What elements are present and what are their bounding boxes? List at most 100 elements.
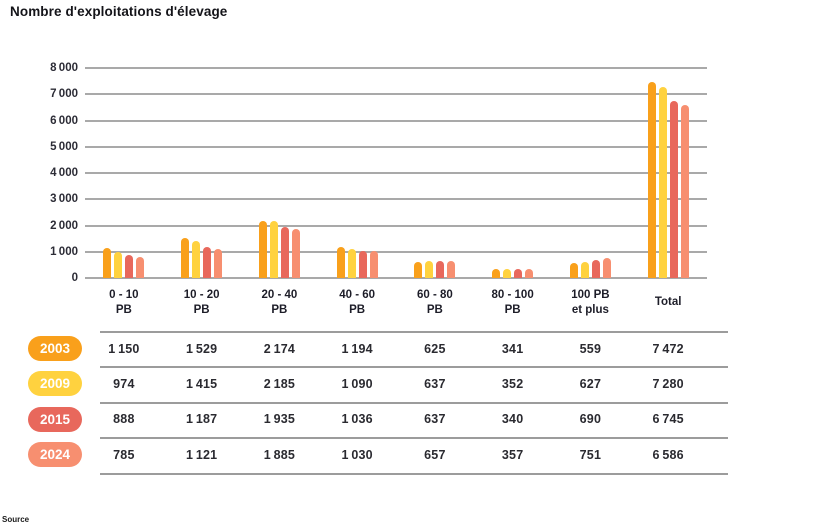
cell-2003-col4: 625	[424, 341, 446, 356]
table-cells-2003: 1 150 1 529 2 174 1 194 625 341 559 7 472	[85, 331, 707, 366]
bar-2009-group0	[114, 252, 123, 278]
gridline-5000	[85, 145, 707, 148]
table-row-2009: 2009 974 1 415 2 185 1 090 637 352 627 7 280	[0, 366, 836, 401]
bar-2015-group1	[203, 246, 212, 278]
row-separator	[100, 366, 728, 369]
row-separator	[100, 331, 728, 333]
cell-2024-col4: 657	[424, 447, 446, 462]
bar-2009-group5	[503, 268, 512, 278]
cell-2015-col7: 6 745	[652, 412, 684, 427]
cell-2003-col6: 559	[579, 341, 602, 356]
cell-2009-col0: 974	[113, 376, 135, 391]
x-category-label-7: Total	[654, 296, 682, 308]
table-row-2015: 2015 888 1 187 1 935 1 036 637 340 690 6 745	[0, 402, 836, 437]
bar-2009-group4	[425, 261, 434, 278]
gridline-7000	[85, 93, 707, 96]
table-row-2003: 2003 1 150 1 529 2 174 1 194 625 341 559 7 472	[0, 331, 836, 366]
bar-2009-group2	[269, 220, 278, 278]
y-tick-label-0: 0	[71, 272, 78, 284]
bar-group-0	[85, 68, 163, 278]
y-tick-label-2000: 2 000	[50, 219, 78, 232]
bar-2015-group0	[125, 254, 134, 278]
x-category-label-0: 0 - 10 PB	[109, 289, 139, 316]
cell-2015-col1: 1 187	[185, 412, 218, 427]
bar-group-2	[241, 68, 319, 278]
gridline-4000	[85, 172, 707, 174]
cell-2024-col7: 6 586	[652, 447, 684, 462]
bar-2015-group7	[669, 100, 678, 278]
bar-2024-group6	[602, 258, 611, 278]
x-category-label-6: 100 PB et plus	[571, 289, 610, 316]
bar-2003-group0	[103, 247, 112, 278]
bar-2009-group3	[347, 249, 356, 278]
gridline-6000	[85, 119, 707, 122]
gridline-0	[85, 277, 707, 279]
cell-2024-col1: 1 121	[185, 447, 218, 462]
bar-2009-group7	[658, 86, 667, 278]
cell-2003-col5: 341	[501, 341, 524, 356]
gridline-1000	[85, 250, 707, 253]
bar-2024-group1	[214, 248, 223, 278]
bar-2003-group4	[414, 261, 423, 278]
gridline-3000	[85, 198, 707, 201]
bar-chart: 0 1 000 2 000 3 000 4 000 5 000 6 000 7 000 8 00…	[50, 62, 707, 284]
y-tick-label-4000: 4 000	[50, 167, 78, 179]
legend-pill-2024: 2024	[28, 442, 82, 468]
source-note: Source	[2, 515, 30, 524]
plot-area	[85, 67, 707, 279]
cell-2015-col5: 340	[501, 412, 524, 427]
bar-2024-group7	[680, 105, 689, 278]
bar-2024-group5	[525, 268, 534, 278]
table-cells-2015: 888 1 187 1 935 1 036 637 340 690 6 745	[85, 402, 707, 437]
bar-2015-group3	[358, 250, 367, 278]
bar-2003-group7	[647, 81, 656, 278]
cell-2009-col5: 352	[501, 376, 524, 391]
bar-2024-group2	[291, 228, 300, 278]
bar-2009-group1	[192, 240, 201, 278]
bar-2003-group2	[258, 220, 267, 278]
cell-2003-col0: 1 150	[108, 341, 140, 356]
bar-2009-group6	[580, 261, 589, 278]
cell-2009-col2: 2 185	[263, 376, 296, 391]
bar-2003-group5	[492, 269, 501, 278]
cell-2009-col4: 637	[424, 376, 446, 391]
legend-pill-2003: 2003	[28, 336, 82, 361]
x-axis-labels: 0 - 10 PB 10 - 20 PB 20 - 40 PB 40 - 60 PB 60 - …	[85, 288, 707, 318]
cell-2024-col0: 785	[113, 447, 135, 462]
row-separator	[100, 401, 728, 404]
cell-2024-col2: 1 885	[263, 447, 296, 462]
cell-2003-col1: 1 529	[185, 341, 218, 356]
cell-2015-col4: 637	[424, 412, 446, 427]
x-category-label-2: 20 - 40 PB	[261, 289, 298, 316]
legend-pill-2009: 2009	[28, 371, 82, 397]
cell-2015-col2: 1 935	[263, 412, 296, 427]
bar-2024-group4	[447, 260, 456, 278]
cell-2003-col2: 2 174	[263, 341, 296, 356]
bar-group-4	[396, 68, 474, 278]
bar-2024-group3	[369, 250, 378, 278]
bar-group-6	[552, 68, 630, 278]
cell-2009-col6: 627	[579, 376, 602, 391]
bar-2015-group5	[514, 269, 523, 278]
row-separator	[100, 437, 728, 440]
bar-2003-group3	[336, 246, 345, 278]
cell-2015-col6: 690	[579, 412, 602, 427]
cell-2009-col3: 1 090	[341, 376, 373, 391]
cell-2009-col7: 7 280	[652, 376, 684, 391]
y-tick-label-7000: 7 000	[50, 88, 78, 101]
bar-2003-group6	[569, 263, 578, 278]
cell-2015-col3: 1 036	[341, 412, 373, 427]
x-category-label-5: 80 - 100 PB	[491, 289, 534, 316]
bar-group-3	[318, 68, 396, 278]
bar-2015-group4	[436, 261, 445, 278]
x-category-label-3: 40 - 60 PB	[339, 289, 376, 316]
bar-group-7	[629, 68, 707, 278]
y-tick-label-6000: 6 000	[50, 114, 78, 127]
y-tick-label-3000: 3 000	[50, 193, 78, 206]
bar-groups	[85, 68, 707, 278]
bar-group-5	[474, 68, 552, 278]
cell-2024-col6: 751	[579, 447, 602, 462]
x-category-label-1: 10 - 20 PB	[183, 289, 220, 316]
bar-group-1	[163, 68, 241, 278]
